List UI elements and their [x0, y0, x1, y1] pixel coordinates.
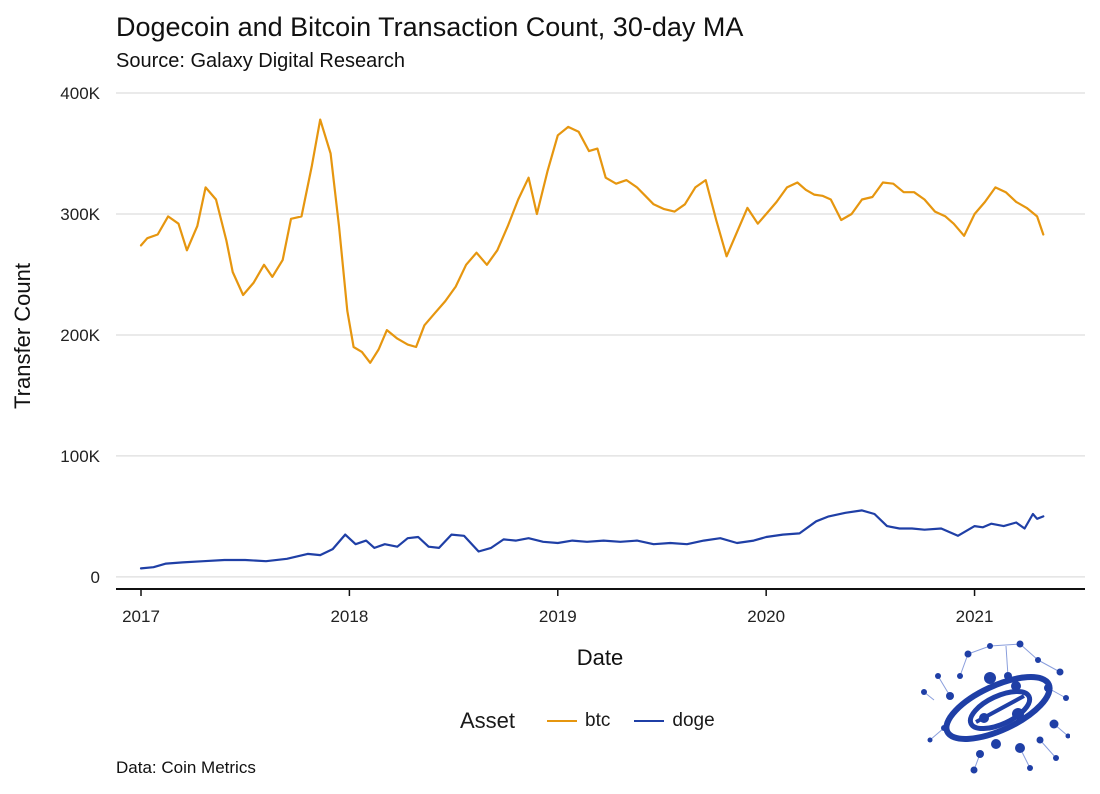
gridlines [116, 92, 1085, 578]
legend-item-btc: btc [547, 710, 610, 732]
legend-swatch-btc [547, 720, 578, 722]
series-lines [139, 118, 1045, 570]
x-tick-label-3: 2020 [747, 607, 785, 626]
galaxy-network-logo-icon [921, 640, 1070, 774]
data-caption: Data: Coin Metrics [116, 758, 256, 777]
x-tick-label-4: 2021 [956, 607, 994, 626]
chart-subtitle: Source: Galaxy Digital Research [116, 50, 406, 72]
y-axis-ticks: 0 100K 200K 300K 400K [60, 84, 100, 587]
legend-item-doge: doge [634, 710, 715, 732]
y-tick-label-3: 300K [60, 205, 100, 224]
legend-label-doge: doge [672, 710, 715, 731]
y-tick-label-2: 200K [60, 326, 100, 345]
legend: Asset btc doge [460, 708, 725, 734]
x-tick-label-1: 2018 [330, 607, 368, 626]
y-tick-label-4: 400K [60, 84, 100, 103]
line-chart: 0 100K 200K 300K 400K 2017 2018 2019 2020 2021 T… [10, 84, 1085, 670]
x-axis-label: Date [577, 645, 623, 670]
x-tick-label-0: 2017 [122, 607, 160, 626]
y-tick-label-1: 100K [60, 447, 100, 466]
legend-label-btc: btc [585, 710, 611, 731]
y-tick-label-0: 0 [91, 568, 100, 587]
x-axis: 2017 2018 2019 2020 2021 [116, 588, 1085, 626]
y-axis-label: Transfer Count [10, 263, 35, 409]
chart-title: Dogecoin and Bitcoin Transaction Count, … [116, 12, 744, 42]
x-tick-label-2: 2019 [539, 607, 577, 626]
legend-title: Asset [460, 708, 516, 733]
series-line-doge [139, 509, 1045, 570]
series-line-btc [139, 118, 1045, 364]
legend-swatch-doge [634, 720, 665, 722]
